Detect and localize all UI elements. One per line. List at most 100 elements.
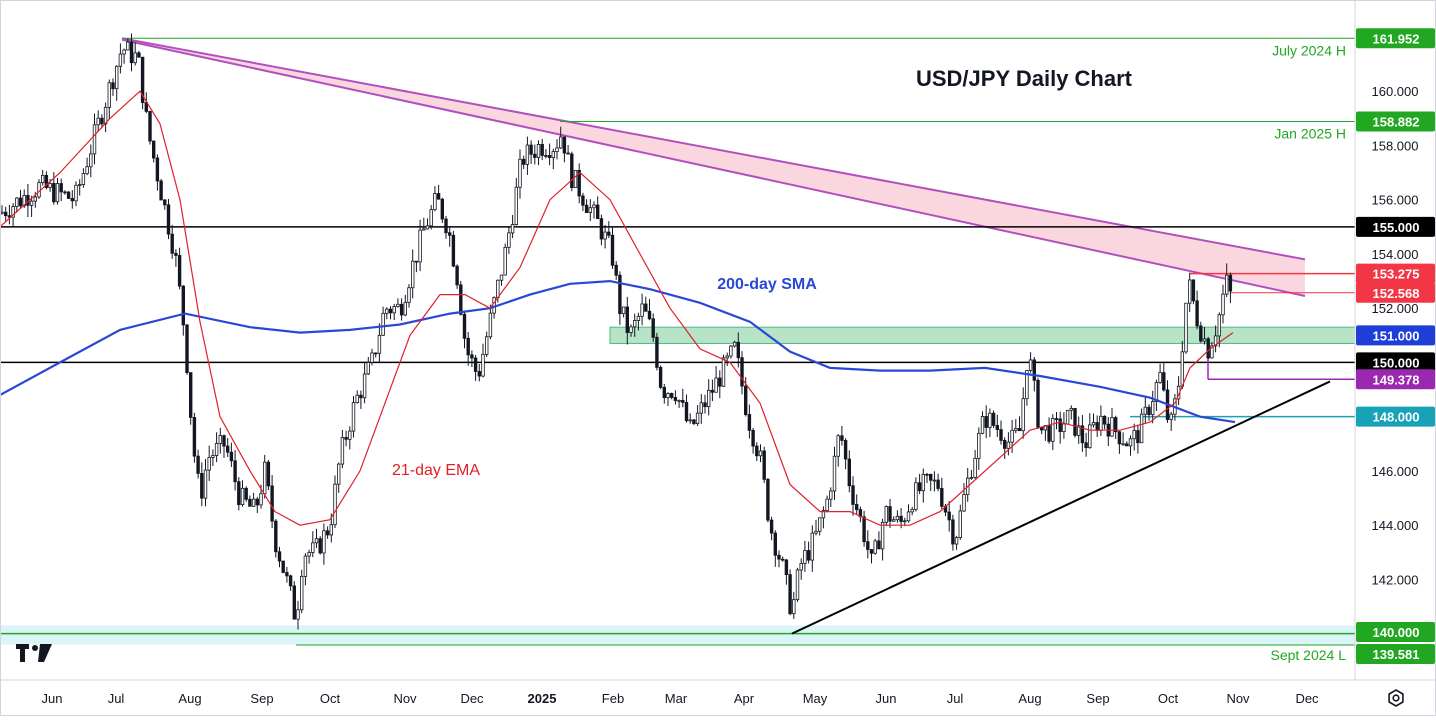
candle-body <box>551 151 555 158</box>
candle-body <box>1065 409 1070 425</box>
price-label-text: 139.581 <box>1373 647 1420 662</box>
y-tick-label: 144.000 <box>1372 518 1419 533</box>
candle-body <box>1213 335 1218 347</box>
candle-body <box>155 157 160 182</box>
candle-body <box>188 372 193 418</box>
candle-body <box>570 153 574 189</box>
candle-body <box>181 285 185 326</box>
price-candle <box>1225 263 1229 298</box>
price-candle <box>662 384 666 404</box>
price-candle <box>551 148 555 170</box>
price-candle <box>214 432 219 463</box>
price-candle <box>1084 432 1088 457</box>
candle-body <box>995 425 999 431</box>
resistance-channel-upper <box>121 37 1306 261</box>
price-label-bg <box>1356 644 1435 664</box>
candle-body <box>1099 415 1103 431</box>
candle-body <box>470 354 474 359</box>
candle-body <box>177 255 182 287</box>
candle-body <box>862 516 866 543</box>
y-tick-label: 160.000 <box>1372 84 1419 99</box>
candle-body <box>422 228 426 231</box>
x-tick-label: Sep <box>1086 691 1109 706</box>
price-candle <box>684 394 689 423</box>
candle-body <box>362 373 367 399</box>
price-candle <box>573 169 578 189</box>
candle-body <box>444 218 448 234</box>
price-candle <box>311 531 315 558</box>
price-candle <box>462 310 467 349</box>
price-label-bg <box>1356 406 1435 427</box>
price-candle <box>884 505 888 527</box>
candle-body <box>1114 417 1118 433</box>
price-candle <box>788 569 792 616</box>
price-label-161-952: 161.952 <box>1356 28 1435 49</box>
support-trendline <box>791 380 1331 635</box>
price-candle <box>314 528 319 548</box>
price-candle <box>185 324 189 375</box>
candle-body <box>755 445 759 457</box>
candle-body <box>644 303 648 312</box>
price-candle <box>285 566 289 583</box>
price-candle <box>906 504 911 523</box>
price-candle <box>433 186 437 212</box>
candle-body <box>396 303 400 307</box>
candle-body <box>929 473 933 481</box>
candle-body <box>714 377 718 393</box>
price-candle <box>1158 363 1162 384</box>
price-candle <box>44 171 49 190</box>
price-candle <box>1036 377 1040 430</box>
price-candle <box>843 438 848 470</box>
price-label-155-000: 155.000 <box>1356 216 1435 237</box>
price-candle <box>777 550 781 568</box>
price-candle <box>1169 411 1173 431</box>
price-candle <box>447 226 452 247</box>
candle-body <box>510 224 515 234</box>
price-candle <box>1188 272 1192 312</box>
price-candle <box>707 379 711 416</box>
price-candle <box>262 454 267 499</box>
price-candle <box>703 394 707 414</box>
price-candle <box>1165 380 1170 423</box>
price-candle <box>333 475 337 529</box>
price-candle <box>525 136 530 175</box>
candle-body <box>925 473 929 476</box>
price-candle <box>292 581 296 620</box>
price-candle <box>1180 340 1184 390</box>
candle-body <box>873 540 877 554</box>
price-candle <box>225 438 230 457</box>
price-candle <box>207 445 211 481</box>
candle-body <box>74 184 78 202</box>
price-candle <box>1069 405 1073 420</box>
candle-body <box>170 233 174 254</box>
x-tick-label: Nov <box>393 691 417 706</box>
settings-gear-icon[interactable] <box>1386 688 1406 708</box>
candle-body <box>806 550 811 561</box>
candle-body <box>484 336 489 355</box>
candle-body <box>237 481 241 506</box>
price-candle <box>670 392 674 400</box>
candle-body <box>436 193 441 200</box>
bottom-support-zone <box>0 625 1355 645</box>
price-candle <box>196 449 200 479</box>
candle-body <box>70 198 74 202</box>
price-candle <box>895 510 900 523</box>
candle-body <box>777 554 781 560</box>
price-candle <box>1206 336 1210 360</box>
price-candle <box>588 199 592 222</box>
candle-body <box>940 488 944 507</box>
candle-body <box>399 303 404 316</box>
price-label-text: 161.952 <box>1373 31 1420 46</box>
candle-body <box>573 169 578 189</box>
price-candle <box>533 144 537 165</box>
price-candle <box>1191 279 1196 305</box>
price-label-bg <box>1356 352 1435 373</box>
x-tick-label: Apr <box>734 691 755 706</box>
price-candle <box>636 312 641 331</box>
candle-body <box>244 487 248 500</box>
price-candle <box>366 357 370 375</box>
price-candle <box>1210 342 1214 359</box>
price-candle <box>984 405 988 439</box>
